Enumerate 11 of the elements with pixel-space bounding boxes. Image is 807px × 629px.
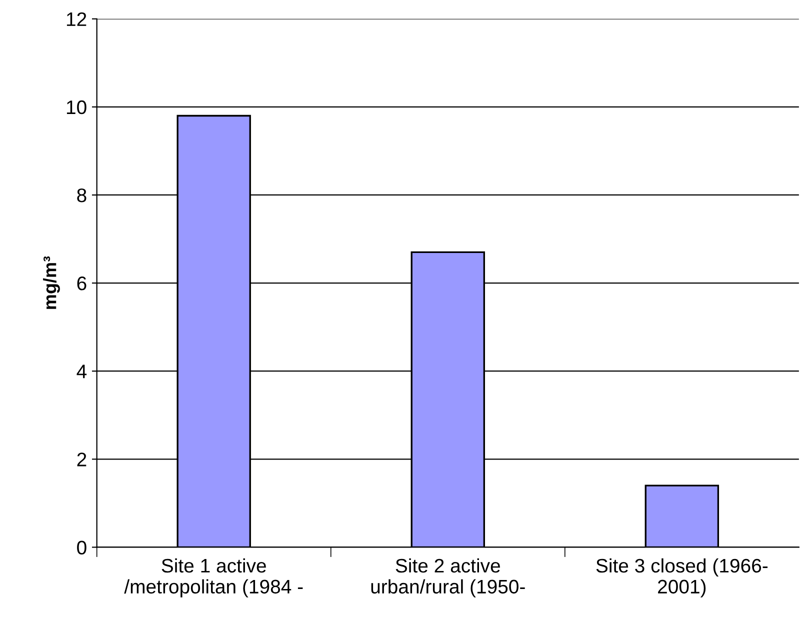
- y-tick-label: 8: [77, 188, 86, 202]
- x-tick-label: Site 1 active /metropolitan (1984 -: [124, 558, 303, 598]
- y-axis-title: mg/m³: [43, 256, 60, 309]
- y-tick-label: 4: [76, 364, 87, 378]
- x-tick-label: Site 3 closed (1966- 2001): [596, 558, 768, 598]
- y-tick-label: 2: [77, 452, 86, 466]
- y-tick-label: 12: [66, 12, 86, 26]
- y-tick-label: 0: [77, 540, 86, 554]
- y-tick-label: 6: [77, 276, 86, 290]
- y-tick-label: 10: [66, 100, 86, 114]
- x-tick-label: Site 2 active urban/rural (1950-: [371, 558, 525, 598]
